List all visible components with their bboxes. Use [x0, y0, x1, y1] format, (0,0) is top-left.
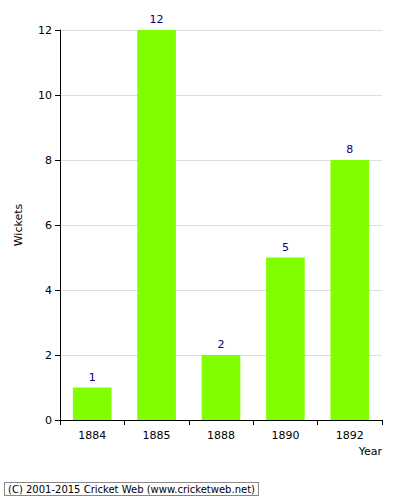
- svg-text:Year: Year: [358, 445, 383, 458]
- svg-text:Wickets: Wickets: [12, 203, 25, 246]
- svg-text:12: 12: [150, 13, 164, 26]
- svg-text:2: 2: [45, 349, 52, 362]
- svg-text:12: 12: [38, 24, 52, 37]
- svg-text:(C) 2001-2015 Cricket Web (www: (C) 2001-2015 Cricket Web (www.cricketwe…: [8, 484, 255, 495]
- svg-text:6: 6: [45, 219, 52, 232]
- svg-text:0: 0: [45, 414, 52, 427]
- svg-text:1890: 1890: [271, 429, 299, 442]
- svg-text:1888: 1888: [207, 429, 235, 442]
- svg-text:1: 1: [89, 371, 96, 384]
- svg-text:5: 5: [282, 241, 289, 254]
- svg-text:4: 4: [45, 284, 52, 297]
- svg-text:8: 8: [45, 154, 52, 167]
- svg-text:1884: 1884: [78, 429, 106, 442]
- svg-text:1885: 1885: [143, 429, 171, 442]
- svg-text:10: 10: [38, 89, 52, 102]
- svg-text:8: 8: [346, 143, 353, 156]
- svg-text:1892: 1892: [336, 429, 364, 442]
- svg-text:2: 2: [218, 338, 225, 351]
